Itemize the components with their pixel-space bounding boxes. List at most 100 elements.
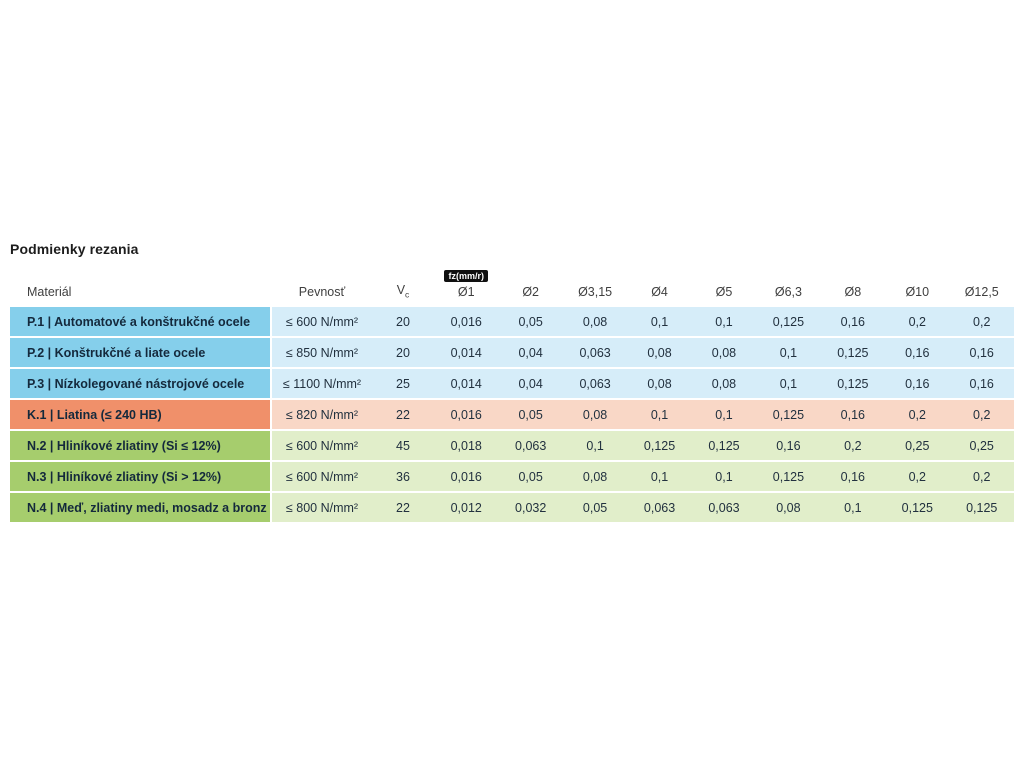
col-header-diameter-2: Ø2 — [522, 285, 539, 299]
col-header-diameter-6: Ø6,3 — [774, 285, 802, 299]
feed-value-cell: 0,2 — [973, 469, 991, 484]
feed-value-cell: 0,1 — [779, 345, 798, 360]
col-header-diameter-5: Ø5 — [715, 285, 733, 299]
row-tint: ≤ 1100 N/mm² 25 0,014 0,04 0,063 0,08 0,… — [272, 369, 1014, 398]
feed-value-cell: 0,08 — [647, 345, 672, 360]
feed-value-cell: 0,125 — [643, 438, 676, 453]
feed-value-cell: 0,016 — [450, 469, 482, 484]
feed-value-cell: 0,25 — [969, 438, 994, 453]
col-header-vc: Vc — [372, 283, 434, 300]
feed-value-cell: 0,05 — [518, 469, 543, 484]
feed-value-cell: 0,08 — [582, 469, 608, 484]
vc-cell: 36 — [396, 469, 410, 484]
page-title: Podmienky rezania — [10, 241, 139, 257]
table-row: N.2 | Hliníkové zliatiny (Si ≤ 12%) ≤ 60… — [10, 431, 1014, 460]
vc-cell: 22 — [396, 407, 410, 422]
fz-unit-badge: fz(mm/r) — [444, 270, 488, 282]
col-header-diameter-1: fz(mm/r) Ø1 — [434, 270, 498, 299]
feed-value-cell: 0,125 — [708, 438, 740, 453]
row-tint: ≤ 600 N/mm² 20 0,016 0,05 0,08 0,1 0,1 0… — [272, 307, 1014, 336]
row-tint: ≤ 600 N/mm² 45 0,018 0,063 0,1 0,125 0,1… — [272, 431, 1014, 460]
table-row: P.1 | Automatové a konštrukčné ocele ≤ 6… — [10, 307, 1014, 336]
feed-value-cell: 0,1 — [650, 314, 669, 329]
diameter-label: Ø1 — [457, 285, 475, 299]
feed-value-cell: 0,16 — [840, 469, 866, 484]
feed-value-cell: 0,125 — [837, 376, 869, 391]
material-label-cell: P.3 | Nízkolegované nástrojové ocele — [10, 369, 270, 398]
feed-value-cell: 0,08 — [711, 376, 737, 391]
feed-value-cell: 0,2 — [973, 314, 991, 329]
vc-cell: 20 — [396, 345, 410, 360]
table-row: N.4 | Meď, zliatiny medi, mosadz a bronz… — [10, 493, 1014, 522]
feed-value-cell: 0,2 — [908, 314, 926, 329]
col-header-diameter-4: Ø4 — [651, 285, 668, 299]
feed-value-cell: 0,1 — [844, 500, 862, 515]
feed-value-cell: 0,25 — [905, 438, 930, 453]
feed-value-cell: 0,063 — [708, 500, 740, 515]
feed-value-cell: 0,16 — [776, 438, 801, 453]
feed-value-cell: 0,16 — [840, 314, 866, 329]
feed-value-cell: 0,2 — [908, 469, 926, 484]
col-header-material: Materiál — [27, 285, 72, 299]
material-label-cell: N.2 | Hliníkové zliatiny (Si ≤ 12%) — [10, 431, 270, 460]
feed-value-cell: 0,05 — [518, 407, 543, 422]
row-tint: ≤ 850 N/mm² 20 0,014 0,04 0,063 0,08 0,0… — [272, 338, 1014, 367]
col-header-diameter-9: Ø12,5 — [964, 285, 999, 299]
table-row: K.1 | Liatina (≤ 240 HB) ≤ 820 N/mm² 22 … — [10, 400, 1014, 429]
feed-value-cell: 0,2 — [973, 407, 991, 422]
strength-cell: ≤ 1100 N/mm² — [282, 376, 362, 391]
vc-subscript: c — [405, 289, 410, 299]
col-header-diameter-7: Ø8 — [844, 285, 862, 299]
feed-value-cell: 0,016 — [450, 314, 482, 329]
feed-value-cell: 0,16 — [905, 376, 930, 391]
feed-value-cell: 0,08 — [776, 500, 801, 515]
feed-value-cell: 0,16 — [969, 345, 994, 360]
vc-cell: 45 — [396, 438, 410, 453]
feed-value-cell: 0,1 — [650, 407, 669, 422]
table-row: P.3 | Nízkolegované nástrojové ocele ≤ 1… — [10, 369, 1014, 398]
material-label-cell: K.1 | Liatina (≤ 240 HB) — [10, 400, 270, 429]
vc-cell: 20 — [396, 314, 410, 329]
strength-cell: ≤ 820 N/mm² — [285, 407, 359, 422]
col-header-diameter-8: Ø10 — [905, 285, 930, 299]
feed-value-cell: 0,063 — [579, 345, 611, 360]
feed-value-cell: 0,1 — [715, 314, 733, 329]
col-header-diameter-3: Ø3,15 — [578, 285, 613, 299]
feed-value-cell: 0,125 — [772, 469, 805, 484]
feed-value-cell: 0,1 — [779, 376, 798, 391]
feed-value-cell: 0,125 — [837, 345, 869, 360]
row-tint: ≤ 600 N/mm² 36 0,016 0,05 0,08 0,1 0,1 0… — [272, 462, 1014, 491]
feed-value-cell: 0,125 — [772, 314, 805, 329]
feed-value-cell: 0,125 — [901, 500, 933, 515]
strength-cell: ≤ 800 N/mm² — [285, 500, 359, 515]
feed-value-cell: 0,032 — [515, 500, 547, 515]
table-row: P.2 | Konštrukčné a liate ocele ≤ 850 N/… — [10, 338, 1014, 367]
feed-value-cell: 0,1 — [715, 407, 733, 422]
vc-symbol: V — [396, 282, 406, 297]
table-row: N.3 | Hliníkové zliatiny (Si > 12%) ≤ 60… — [10, 462, 1014, 491]
feed-value-cell: 0,08 — [711, 345, 737, 360]
row-tint: ≤ 800 N/mm² 22 0,012 0,032 0,05 0,063 0,… — [272, 493, 1014, 522]
strength-cell: ≤ 600 N/mm² — [285, 314, 359, 329]
strength-cell: ≤ 600 N/mm² — [285, 469, 359, 484]
material-label-cell: N.3 | Hliníkové zliatiny (Si > 12%) — [10, 462, 270, 491]
cutting-conditions-table: Materiál Pevnosť Vc fz(mm/r) Ø1 Ø2 Ø3,15… — [10, 262, 1014, 524]
feed-value-cell: 0,05 — [518, 314, 543, 329]
strength-cell: ≤ 600 N/mm² — [285, 438, 359, 453]
feed-value-cell: 0,063 — [515, 438, 547, 453]
feed-value-cell: 0,1 — [715, 469, 733, 484]
feed-value-cell: 0,08 — [647, 376, 672, 391]
feed-value-cell: 0,08 — [582, 407, 608, 422]
feed-value-cell: 0,16 — [840, 407, 866, 422]
feed-value-cell: 0,018 — [450, 438, 482, 453]
feed-value-cell: 0,04 — [518, 345, 543, 360]
feed-value-cell: 0,05 — [582, 500, 608, 515]
feed-value-cell: 0,063 — [643, 500, 676, 515]
material-label-cell: P.1 | Automatové a konštrukčné ocele — [10, 307, 270, 336]
feed-value-cell: 0,2 — [908, 407, 926, 422]
feed-value-cell: 0,063 — [579, 376, 611, 391]
feed-value-cell: 0,16 — [969, 376, 994, 391]
vc-cell: 22 — [396, 500, 410, 515]
feed-value-cell: 0,016 — [450, 407, 482, 422]
